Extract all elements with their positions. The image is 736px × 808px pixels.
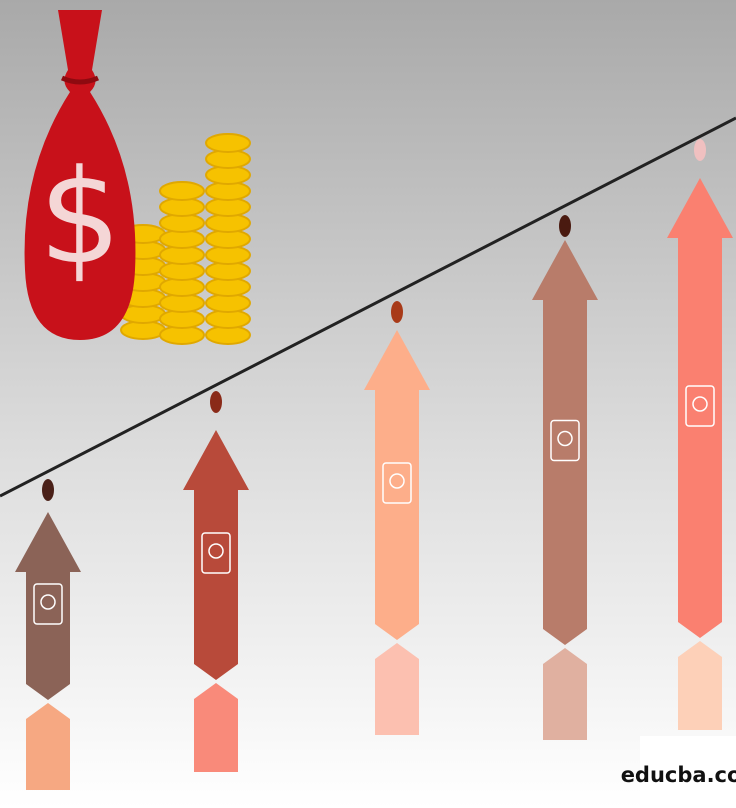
arrow-dot (42, 479, 54, 501)
arrow-dot (559, 215, 571, 237)
watermark: educba.com (621, 763, 736, 787)
coin (206, 134, 250, 152)
arrow-base (26, 703, 70, 790)
arrow-base (375, 643, 419, 735)
page: $ educba.com (() => { const data = JSON.… (0, 0, 736, 808)
arrow-base (678, 641, 722, 730)
arrow-base (543, 648, 587, 740)
arrow-dot (210, 391, 222, 413)
illustration: $ educba.com (0, 0, 736, 808)
svg-text:$: $ (39, 141, 122, 293)
arrow-dot (694, 139, 706, 161)
background (0, 0, 736, 808)
arrow-dot (391, 301, 403, 323)
arrow-base (194, 683, 238, 772)
coin (160, 182, 204, 200)
